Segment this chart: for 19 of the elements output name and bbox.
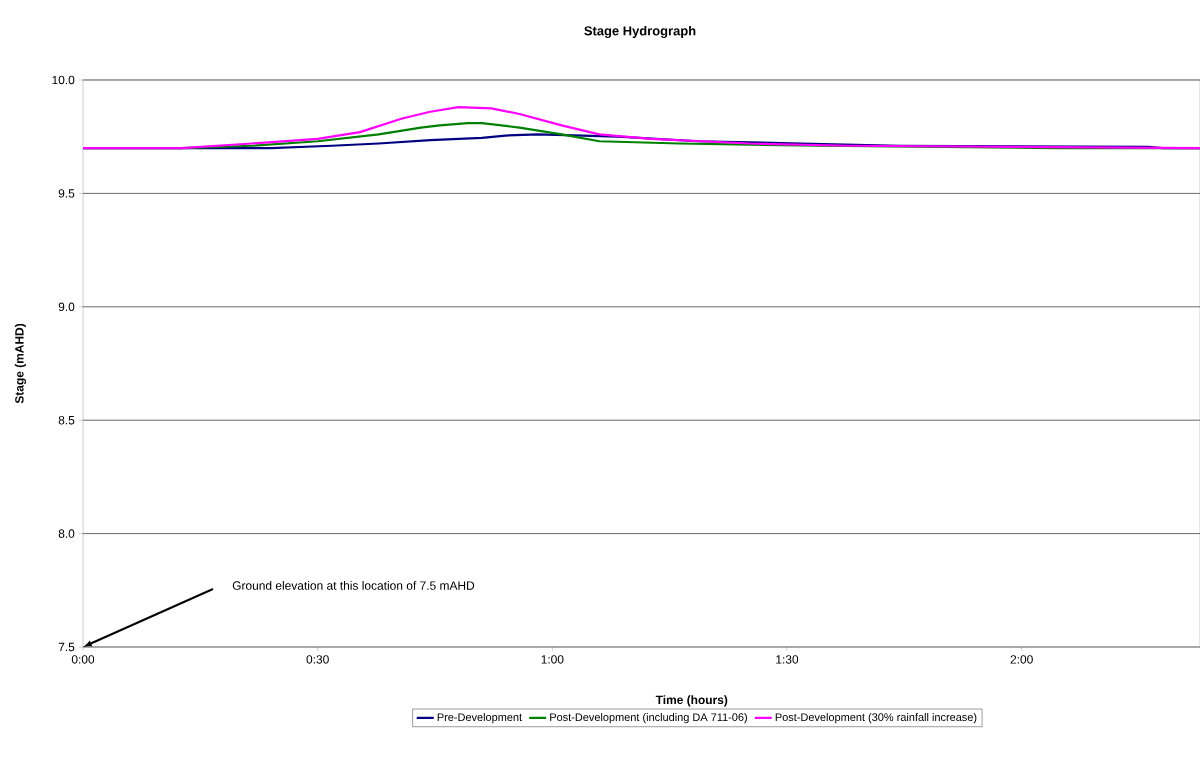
line-series [81, 106, 1200, 150]
annotation: Ground elevation at this location of 7.5 mAHD [232, 581, 475, 590]
legend-label: Post-Development (30% rainfall increase) [775, 713, 977, 724]
y-tick-label: 7.5 [58, 642, 75, 652]
x-tick-label: 2:00 [1010, 655, 1033, 664]
legend-label: Post-Development (including DA 711-06) [550, 713, 747, 724]
x-axis-title: Time (hours) [655, 695, 728, 707]
legend-label: Pre-Development [437, 713, 523, 724]
x-tick-label: 1:00 [541, 655, 564, 664]
chart-title: Stage Hydrograph [584, 25, 696, 39]
y-tick-label: 10.0 [52, 75, 75, 85]
y-tick-label: 9.0 [58, 302, 75, 312]
x-tick-label: 0:00 [71, 655, 95, 664]
x-tick-label: 1:30 [776, 655, 799, 664]
y-axis-title: Stage (mAHD) [14, 323, 27, 404]
y-tick-label: 8.5 [58, 415, 75, 425]
y-tick-label: 9.5 [58, 189, 75, 198]
x-tick-label: 0:30 [306, 655, 329, 664]
y-tick-label: 8.0 [58, 529, 75, 538]
